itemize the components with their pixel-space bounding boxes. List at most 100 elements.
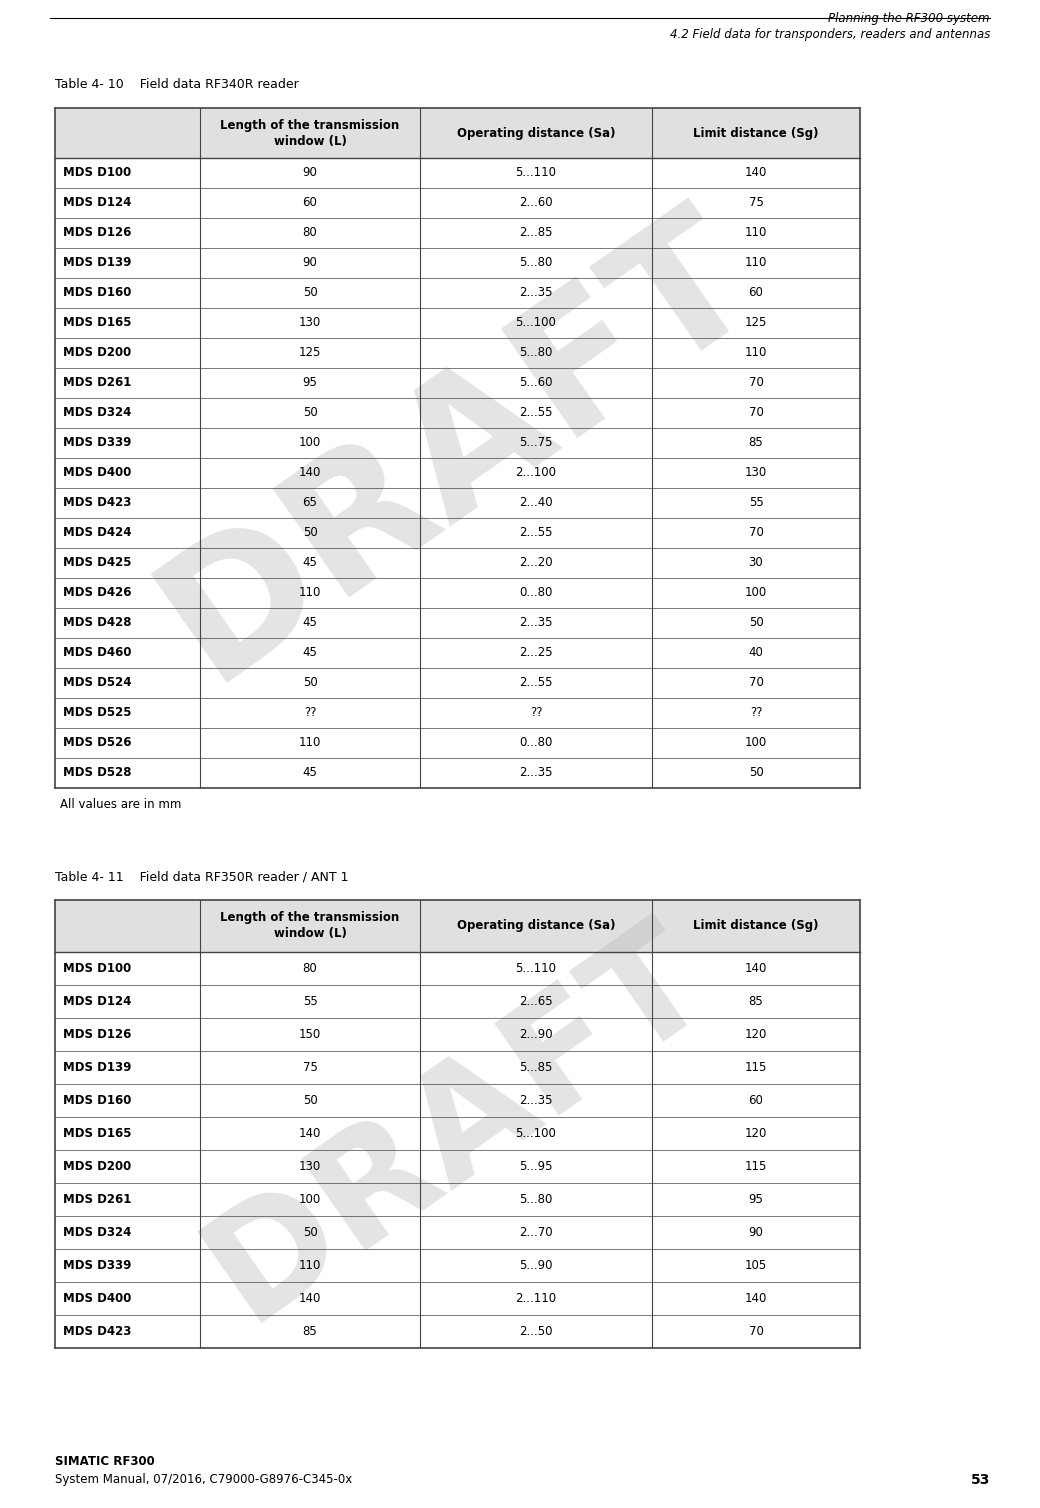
Text: MDS D400: MDS D400: [63, 466, 131, 480]
Text: 50: 50: [303, 407, 317, 419]
Text: 80: 80: [303, 962, 317, 976]
Text: 85: 85: [749, 436, 763, 449]
Text: MDS D400: MDS D400: [63, 1292, 131, 1304]
Text: 60: 60: [749, 287, 763, 300]
Text: MDS D524: MDS D524: [63, 677, 131, 689]
Text: 30: 30: [749, 556, 763, 570]
Text: 100: 100: [298, 1193, 321, 1206]
Text: 140: 140: [745, 1292, 768, 1304]
Text: 75: 75: [303, 1062, 317, 1074]
Text: 45: 45: [303, 556, 317, 570]
Bar: [55, 900, 860, 952]
Text: MDS D261: MDS D261: [63, 377, 131, 389]
Text: MDS D126: MDS D126: [63, 1028, 131, 1041]
Text: 55: 55: [749, 496, 763, 510]
Text: 95: 95: [303, 377, 317, 389]
Text: 50: 50: [303, 526, 317, 540]
Text: 110: 110: [298, 736, 321, 749]
Text: Operating distance (Sa): Operating distance (Sa): [457, 127, 616, 140]
Text: 70: 70: [749, 677, 763, 689]
Text: 5...75: 5...75: [519, 436, 552, 449]
Text: 70: 70: [749, 407, 763, 419]
Text: MDS D124: MDS D124: [63, 196, 131, 210]
Text: 45: 45: [303, 647, 317, 659]
Text: ??: ??: [304, 707, 316, 719]
Text: 90: 90: [303, 166, 317, 179]
Text: 5...100: 5...100: [516, 1126, 556, 1140]
Text: 140: 140: [745, 166, 768, 179]
Text: 2...35: 2...35: [519, 1093, 552, 1107]
Text: 60: 60: [303, 196, 317, 210]
Text: MDS D100: MDS D100: [63, 166, 131, 179]
Text: 90: 90: [303, 256, 317, 270]
Text: 140: 140: [298, 466, 321, 480]
Text: 2...35: 2...35: [519, 287, 552, 300]
Text: 2...110: 2...110: [516, 1292, 556, 1304]
Text: MDS D324: MDS D324: [63, 1226, 131, 1240]
Text: MDS D165: MDS D165: [63, 317, 131, 330]
Text: 2...55: 2...55: [519, 407, 552, 419]
Text: 5...85: 5...85: [519, 1062, 552, 1074]
Text: 2...25: 2...25: [519, 647, 553, 659]
Text: 55: 55: [303, 995, 317, 1007]
Text: 80: 80: [303, 226, 317, 240]
Text: 50: 50: [303, 1226, 317, 1240]
Text: MDS D100: MDS D100: [63, 962, 131, 976]
Text: 140: 140: [745, 962, 768, 976]
Text: 140: 140: [298, 1292, 321, 1304]
Text: Limit distance (Sg): Limit distance (Sg): [694, 127, 818, 140]
Text: 110: 110: [298, 587, 321, 600]
Text: 2...35: 2...35: [519, 766, 552, 780]
Text: 2...50: 2...50: [519, 1326, 552, 1338]
Text: 95: 95: [749, 1193, 763, 1206]
Text: MDS D423: MDS D423: [63, 496, 131, 510]
Text: 100: 100: [745, 587, 768, 600]
Text: 2...85: 2...85: [519, 226, 552, 240]
Text: 110: 110: [745, 226, 768, 240]
Text: Planning the RF300 system: Planning the RF300 system: [829, 12, 990, 26]
Text: 130: 130: [298, 1160, 321, 1173]
Text: 5...100: 5...100: [516, 317, 556, 330]
Text: 5...60: 5...60: [519, 377, 552, 389]
Text: Table 4- 11    Field data RF350R reader / ANT 1: Table 4- 11 Field data RF350R reader / A…: [55, 870, 348, 884]
Text: 70: 70: [749, 526, 763, 540]
Text: 110: 110: [298, 1259, 321, 1273]
Text: 53: 53: [970, 1473, 990, 1487]
Text: DRAFT: DRAFT: [130, 182, 784, 713]
Text: 4.2 Field data for transponders, readers and antennas: 4.2 Field data for transponders, readers…: [670, 29, 990, 41]
Text: 60: 60: [749, 1093, 763, 1107]
Text: ??: ??: [529, 707, 542, 719]
Text: 5...90: 5...90: [519, 1259, 552, 1273]
Text: MDS D339: MDS D339: [63, 436, 131, 449]
Text: Table 4- 10    Field data RF340R reader: Table 4- 10 Field data RF340R reader: [55, 78, 298, 90]
Text: MDS D424: MDS D424: [63, 526, 131, 540]
Text: MDS D160: MDS D160: [63, 1093, 131, 1107]
Text: 50: 50: [749, 766, 763, 780]
Text: MDS D528: MDS D528: [63, 766, 131, 780]
Text: MDS D426: MDS D426: [63, 587, 131, 600]
Text: MDS D160: MDS D160: [63, 287, 131, 300]
Text: MDS D526: MDS D526: [63, 736, 131, 749]
Text: 5...110: 5...110: [516, 166, 556, 179]
Text: MDS D460: MDS D460: [63, 647, 131, 659]
Text: 2...20: 2...20: [519, 556, 553, 570]
Text: 115: 115: [745, 1160, 768, 1173]
Text: System Manual, 07/2016, C79000-G8976-C345-0x: System Manual, 07/2016, C79000-G8976-C34…: [55, 1473, 353, 1485]
Text: 2...35: 2...35: [519, 617, 552, 629]
Text: 85: 85: [749, 995, 763, 1007]
Text: 75: 75: [749, 196, 763, 210]
Bar: [55, 109, 860, 158]
Text: 150: 150: [298, 1028, 321, 1041]
Text: MDS D124: MDS D124: [63, 995, 131, 1007]
Text: 2...70: 2...70: [519, 1226, 553, 1240]
Text: MDS D126: MDS D126: [63, 226, 131, 240]
Text: 5...110: 5...110: [516, 962, 556, 976]
Text: MDS D200: MDS D200: [63, 347, 131, 359]
Text: 50: 50: [749, 617, 763, 629]
Text: MDS D525: MDS D525: [63, 707, 131, 719]
Text: 110: 110: [745, 347, 768, 359]
Text: MDS D339: MDS D339: [63, 1259, 131, 1273]
Text: 110: 110: [745, 256, 768, 270]
Text: Length of the transmission
window (L): Length of the transmission window (L): [220, 119, 399, 148]
Text: MDS D165: MDS D165: [63, 1126, 131, 1140]
